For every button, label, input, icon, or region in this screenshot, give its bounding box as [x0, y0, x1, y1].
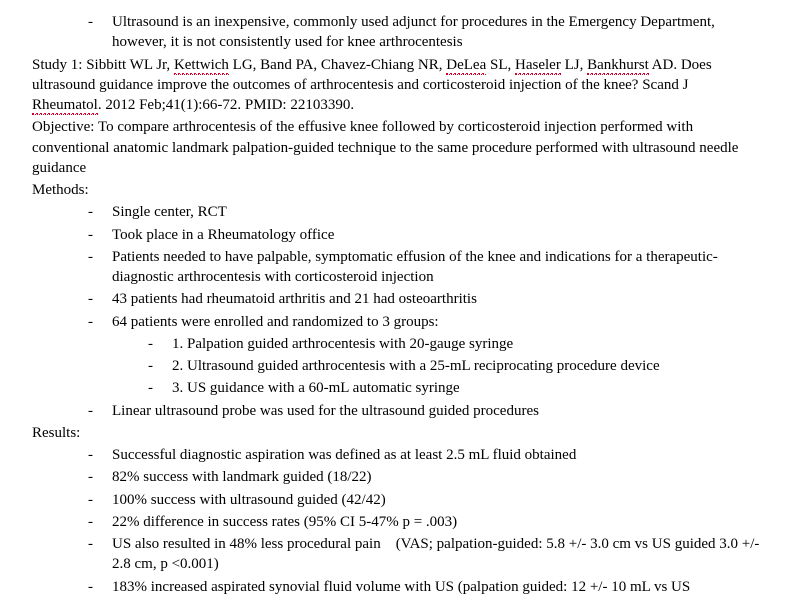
authors-part-2: LG, Band PA, Chavez-Chiang NR, — [229, 57, 446, 73]
list-item: 183% increased aspirated synovial fluid … — [112, 577, 760, 597]
list-item: Single center, RCT — [112, 202, 760, 222]
list-item: Successful diagnostic aspiration was def… — [112, 445, 760, 465]
list-item: 100% success with ultrasound guided (42/… — [112, 490, 760, 510]
list-item: US also resulted in 48% less procedural … — [112, 534, 760, 575]
journal-abbrev: Rheumatol — [32, 97, 98, 115]
results-label: Results: — [32, 423, 760, 443]
methods-label: Methods: — [32, 180, 760, 200]
authors-part-1: Sibbitt WL Jr, — [86, 57, 174, 73]
objective-paragraph: Objective: To compare arthrocentesis of … — [32, 117, 760, 178]
results-list: Successful diagnostic aspiration was def… — [32, 445, 760, 597]
list-item: 1. Palpation guided arthrocentesis with … — [172, 334, 760, 354]
citation-tail: . 2012 Feb;41(1):66-72. PMID: 22103390. — [98, 97, 354, 113]
study-label: Study 1: — [32, 57, 86, 73]
methods-list: Single center, RCT Took place in a Rheum… — [32, 202, 760, 332]
intro-list: Ultrasound is an inexpensive, commonly u… — [32, 12, 760, 53]
list-item: 43 patients had rheumatoid arthritis and… — [112, 289, 760, 309]
list-item: Linear ultrasound probe was used for the… — [112, 401, 760, 421]
list-item: 2. Ultrasound guided arthrocentesis with… — [172, 356, 760, 376]
author-delea: DeLea — [446, 57, 486, 75]
author-haseler: Haseler — [515, 57, 561, 75]
authors-part-4: LJ, — [561, 57, 587, 73]
intro-bullet: Ultrasound is an inexpensive, commonly u… — [112, 12, 760, 53]
authors-part-3: SL, — [486, 57, 515, 73]
list-item: Took place in a Rheumatology office — [112, 225, 760, 245]
methods-tail-list: Linear ultrasound probe was used for the… — [32, 401, 760, 421]
author-kettwich: Kettwich — [174, 57, 229, 75]
list-item: Patients needed to have palpable, sympto… — [112, 247, 760, 288]
author-bankhurst: Bankhurst — [587, 57, 649, 75]
list-item: 22% difference in success rates (95% CI … — [112, 512, 760, 532]
list-item: 3. US guidance with a 60-mL automatic sy… — [172, 378, 760, 398]
list-item: 64 patients were enrolled and randomized… — [112, 312, 760, 332]
study-citation: Study 1: Sibbitt WL Jr, Kettwich LG, Ban… — [32, 55, 760, 116]
list-item: 82% success with landmark guided (18/22) — [112, 467, 760, 487]
groups-list: 1. Palpation guided arthrocentesis with … — [32, 334, 760, 399]
